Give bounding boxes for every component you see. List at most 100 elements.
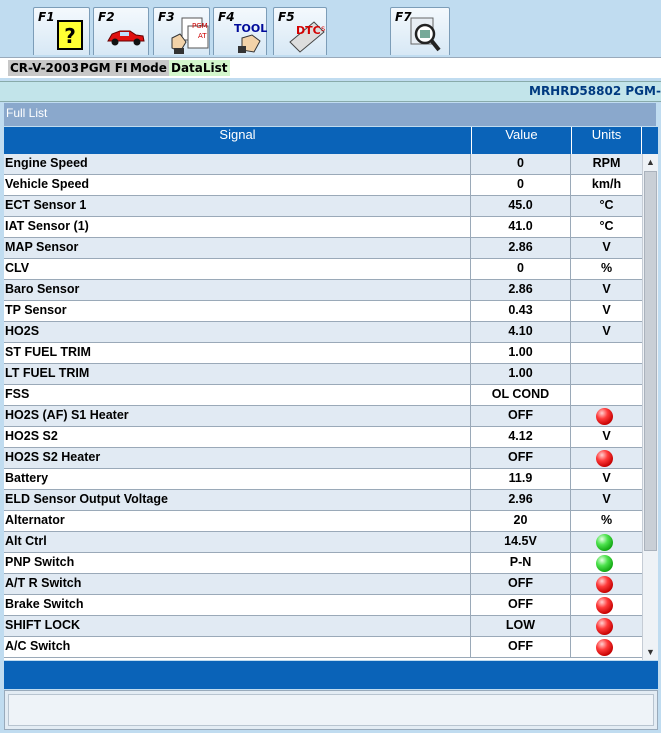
signal-name: Baro Sensor bbox=[5, 280, 471, 301]
status-on-indicator-icon bbox=[596, 534, 613, 551]
table-row[interactable]: Alternator 20% bbox=[4, 511, 642, 532]
breadcrumb-mode: Mode bbox=[128, 60, 169, 76]
signal-unit: °C bbox=[599, 219, 614, 233]
vehicle-id-bar: MRHRD58802 PGM- bbox=[0, 81, 661, 102]
f7-snapshot-button[interactable]: F7 bbox=[390, 7, 450, 55]
f3-system-button[interactable]: F3 PGM AT bbox=[153, 7, 210, 55]
f4-label: F4 bbox=[218, 10, 235, 24]
f1-label: F1 bbox=[38, 10, 55, 24]
table-row[interactable]: Battery 11.9 V bbox=[4, 469, 642, 490]
svg-text:s: s bbox=[321, 24, 325, 33]
signal-value: 20 bbox=[471, 511, 571, 532]
signal-unit: km/h bbox=[591, 177, 622, 191]
table-row[interactable]: HO2S S2 4.12 V bbox=[4, 427, 642, 448]
data-list-grid[interactable]: Engine Speed 0 RPM Vehicle Speed 0 km/h ECT Se… bbox=[4, 154, 642, 660]
header-signal[interactable]: Signal bbox=[4, 127, 472, 154]
table-row[interactable]: FSS OL COND bbox=[4, 385, 642, 406]
signal-name: IAT Sensor (1) bbox=[5, 217, 471, 238]
f5-label: F5 bbox=[278, 10, 295, 24]
svg-text:?: ? bbox=[64, 24, 76, 48]
table-row[interactable]: LT FUEL TRIM 1.00 bbox=[4, 364, 642, 385]
signal-name: HO2S bbox=[5, 322, 471, 343]
signal-value: 2.96 bbox=[471, 490, 571, 511]
signal-value: 14.5V bbox=[471, 532, 571, 553]
signal-value: 2.86 bbox=[471, 238, 571, 259]
table-row[interactable]: IAT Sensor (1) 41.0 °C bbox=[4, 217, 642, 238]
table-row[interactable]: A/C Switch OFF bbox=[4, 637, 642, 658]
signal-unit: V bbox=[602, 471, 611, 485]
table-row[interactable]: PNP Switch P-N bbox=[4, 553, 642, 574]
table-row[interactable]: HO2S S2 Heater OFF bbox=[4, 448, 642, 469]
f3-label: F3 bbox=[158, 10, 175, 24]
table-row[interactable]: ECT Sensor 1 45.0 °C bbox=[4, 196, 642, 217]
signal-name: ECT Sensor 1 bbox=[5, 196, 471, 217]
signal-unit: V bbox=[602, 282, 611, 296]
signal-name: HO2S (AF) S1 Heater bbox=[5, 406, 471, 427]
signal-name: Engine Speed bbox=[5, 154, 471, 175]
signal-name: Battery bbox=[5, 469, 471, 490]
signal-name: CLV bbox=[5, 259, 471, 280]
f5-dtc-button[interactable]: F5 DTC s bbox=[273, 7, 327, 55]
signal-value: 0.43 bbox=[471, 301, 571, 322]
table-row[interactable]: HO2S 4.10 V bbox=[4, 322, 642, 343]
svg-text:PGM: PGM bbox=[192, 22, 208, 30]
signal-unit: % bbox=[600, 261, 613, 275]
table-row[interactable]: TP Sensor 0.43 V bbox=[4, 301, 642, 322]
signal-name: HO2S S2 Heater bbox=[5, 448, 471, 469]
signal-name: FSS bbox=[5, 385, 471, 406]
table-row[interactable]: Baro Sensor 2.86 V bbox=[4, 280, 642, 301]
status-off-indicator-icon bbox=[596, 597, 613, 614]
signal-name: ST FUEL TRIM bbox=[5, 343, 471, 364]
scroll-thumb[interactable] bbox=[644, 171, 657, 551]
table-row[interactable]: MAP Sensor 2.86 V bbox=[4, 238, 642, 259]
f2-label: F2 bbox=[98, 10, 115, 24]
signal-value: 0 bbox=[471, 154, 571, 175]
header-value[interactable]: Value bbox=[472, 127, 572, 154]
help-question-icon: ? bbox=[57, 20, 83, 50]
f1-help-button[interactable]: F1 ? bbox=[33, 7, 90, 55]
header-units[interactable]: Units bbox=[572, 127, 642, 154]
tool-hand-icon: TOOL bbox=[234, 22, 267, 53]
scroll-down-icon[interactable]: ▼ bbox=[646, 647, 655, 657]
signal-name: LT FUEL TRIM bbox=[5, 364, 471, 385]
scroll-up-icon[interactable]: ▲ bbox=[646, 157, 655, 167]
signal-unit: V bbox=[602, 324, 611, 338]
svg-text:TOOL: TOOL bbox=[234, 22, 267, 35]
table-row[interactable]: SHIFT LOCK LOW bbox=[4, 616, 642, 637]
status-off-indicator-icon bbox=[596, 639, 613, 656]
table-row[interactable]: Vehicle Speed 0 km/h bbox=[4, 175, 642, 196]
table-row[interactable]: ELD Sensor Output Voltage 2.96 V bbox=[4, 490, 642, 511]
f2-vehicle-button[interactable]: F2 bbox=[93, 7, 149, 55]
breadcrumb-view: DataList bbox=[169, 60, 230, 76]
svg-text:AT: AT bbox=[198, 32, 207, 40]
table-row[interactable]: A/T R Switch OFF bbox=[4, 574, 642, 595]
magnifier-snapshot-icon bbox=[410, 17, 441, 52]
table-row[interactable]: HO2S (AF) S1 Heater OFF bbox=[4, 406, 642, 427]
breadcrumb-system: PGM FI bbox=[78, 60, 130, 76]
signal-value: 4.10 bbox=[471, 322, 571, 343]
table-row[interactable]: Brake Switch OFF bbox=[4, 595, 642, 616]
f4-tool-button[interactable]: F4 TOOL bbox=[213, 7, 267, 55]
signal-unit: V bbox=[602, 492, 611, 506]
table-row[interactable]: ST FUEL TRIM 1.00 bbox=[4, 343, 642, 364]
signal-name: Vehicle Speed bbox=[5, 175, 471, 196]
table-row[interactable]: Engine Speed 0 RPM bbox=[4, 154, 642, 175]
signal-value: 1.00 bbox=[471, 343, 571, 364]
signal-name: Alt Ctrl bbox=[5, 532, 471, 553]
vehicle-id-text: MRHRD58802 PGM- bbox=[529, 84, 661, 98]
table-row[interactable]: CLV 0% bbox=[4, 259, 642, 280]
signal-unit bbox=[571, 364, 642, 385]
signal-name: HO2S S2 bbox=[5, 427, 471, 448]
signal-name: Brake Switch bbox=[5, 595, 471, 616]
breadcrumb: CR-V-2003 PGM FI Mode DataList bbox=[0, 57, 661, 78]
signal-unit bbox=[571, 343, 642, 364]
f7-label: F7 bbox=[395, 10, 412, 24]
signal-value: 45.0 bbox=[471, 196, 571, 217]
vertical-scrollbar[interactable]: ▲ ▼ bbox=[642, 154, 658, 660]
signal-unit: V bbox=[602, 303, 611, 317]
table-row[interactable]: Alt Ctrl 14.5V bbox=[4, 532, 642, 553]
vehicle-car-icon bbox=[107, 30, 145, 46]
signal-unit: °C bbox=[599, 198, 614, 212]
signal-name: TP Sensor bbox=[5, 301, 471, 322]
signal-unit: RPM bbox=[592, 156, 621, 170]
